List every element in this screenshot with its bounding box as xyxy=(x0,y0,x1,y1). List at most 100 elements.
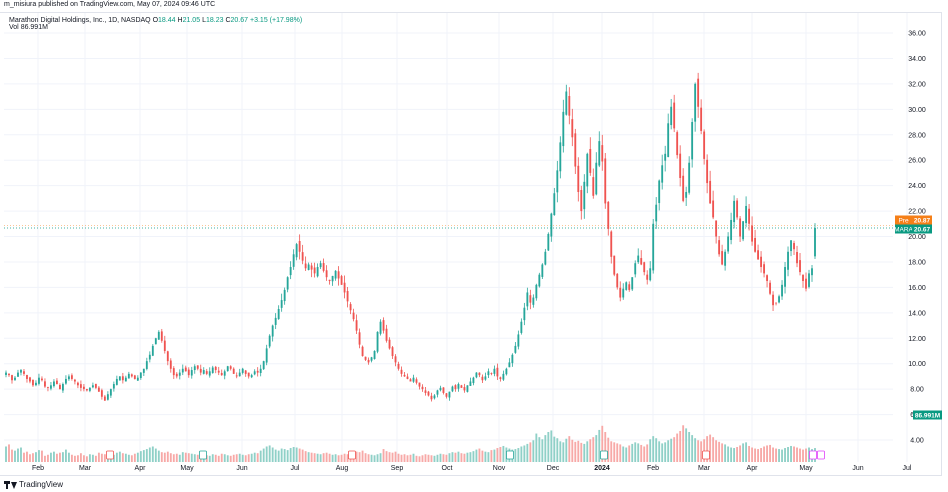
volume-bar xyxy=(400,454,403,462)
volume-bar xyxy=(20,447,22,462)
candle-body xyxy=(424,390,427,393)
candle-body xyxy=(793,243,795,250)
footer[interactable]: TradingView xyxy=(4,480,63,489)
volume-bar xyxy=(409,454,412,462)
candle-body xyxy=(304,263,307,269)
volume-bar xyxy=(241,454,244,462)
candle-body xyxy=(487,371,490,376)
candle-body xyxy=(622,288,625,298)
volume-bar xyxy=(799,448,801,462)
candle-body xyxy=(664,153,667,161)
volume-bar xyxy=(217,455,220,462)
volume-bar xyxy=(97,452,100,462)
candle-body xyxy=(598,141,601,166)
y-tick-label: 14.00 xyxy=(908,310,926,317)
volume-bar xyxy=(121,453,124,462)
candle-body xyxy=(670,106,673,126)
volume-bar xyxy=(394,451,397,462)
volume-bar xyxy=(727,446,730,462)
candle-body xyxy=(352,312,355,320)
candle-body xyxy=(478,372,481,376)
legend-symbol: Marathon Digital Holdings, Inc., 1D, NAS… xyxy=(9,17,151,24)
candle-body xyxy=(47,387,49,388)
candle-body xyxy=(673,102,676,129)
candle-body xyxy=(370,357,373,361)
volume-bar xyxy=(529,442,532,462)
candle-body xyxy=(190,370,193,376)
volume-bar xyxy=(295,447,298,462)
volume-bar xyxy=(487,452,490,462)
volume-bar xyxy=(568,436,571,462)
volume-bar xyxy=(805,448,807,462)
legend-change: +3.15 (+17.98%) xyxy=(250,17,303,24)
candle-body xyxy=(349,304,352,311)
candle-body xyxy=(508,362,511,368)
volume-bar xyxy=(577,440,580,462)
volume-bar xyxy=(247,454,250,462)
volume-bar xyxy=(613,442,616,462)
candle-body xyxy=(160,331,163,341)
candle-body xyxy=(502,373,505,380)
volume-bar xyxy=(178,454,181,462)
volume-bar xyxy=(451,452,454,462)
volume-bar xyxy=(59,452,61,462)
candle-body xyxy=(409,379,412,382)
volume-bar xyxy=(17,448,19,462)
legend-volume-label: Vol xyxy=(9,24,19,31)
volume-bar xyxy=(523,445,526,462)
candle-body xyxy=(427,391,430,396)
candle-body xyxy=(41,378,43,381)
candle-body xyxy=(35,382,37,386)
x-tick-label: Oct xyxy=(442,465,453,472)
candle-body xyxy=(88,387,91,391)
candle-body xyxy=(94,383,97,388)
candle-body xyxy=(50,385,52,389)
volume-bar xyxy=(619,444,622,462)
candle-body xyxy=(340,276,343,285)
volume-bar xyxy=(802,449,804,462)
volume-bar xyxy=(475,449,478,462)
candle-body xyxy=(652,223,655,271)
volume-bar xyxy=(70,454,73,462)
candle-body xyxy=(703,131,706,159)
volume-bars xyxy=(5,425,816,462)
volume-bar xyxy=(730,447,733,462)
volume-bar xyxy=(310,452,313,462)
candle-body xyxy=(262,361,265,370)
volume-bar xyxy=(355,451,358,462)
candle-body xyxy=(115,378,118,385)
volume-bar xyxy=(166,451,169,462)
candle-body xyxy=(439,387,442,391)
candle-body xyxy=(553,193,556,216)
volume-bar xyxy=(769,444,771,462)
legend-close-value: 20.67 xyxy=(230,17,249,24)
volume-bar xyxy=(556,438,559,462)
candle-body xyxy=(76,382,79,386)
candle-body xyxy=(367,359,370,363)
candle-body xyxy=(733,200,736,223)
last-price-tag-value: 20.67 xyxy=(914,227,931,234)
x-tick-label: Dec xyxy=(547,465,560,472)
candle-body xyxy=(496,367,499,377)
candle-body xyxy=(127,373,130,379)
candle-body xyxy=(181,368,184,373)
candle-body xyxy=(145,361,148,369)
volume-bar xyxy=(214,454,217,462)
candle-body xyxy=(211,367,214,373)
volume-bar xyxy=(484,451,487,462)
candle-body xyxy=(196,365,199,369)
volume-bar xyxy=(265,446,268,462)
candle-body xyxy=(56,380,58,385)
volume-bar xyxy=(775,448,777,462)
volume-bar xyxy=(808,447,810,462)
candle-body xyxy=(316,267,319,277)
candle-body xyxy=(727,236,730,252)
candle-body xyxy=(91,385,94,388)
volume-bar xyxy=(259,450,262,462)
candle-body xyxy=(178,372,181,376)
volume-bar xyxy=(226,455,229,462)
volume-bar xyxy=(598,429,601,462)
volume-bar xyxy=(607,437,610,462)
x-tick-label: Feb xyxy=(647,465,659,472)
